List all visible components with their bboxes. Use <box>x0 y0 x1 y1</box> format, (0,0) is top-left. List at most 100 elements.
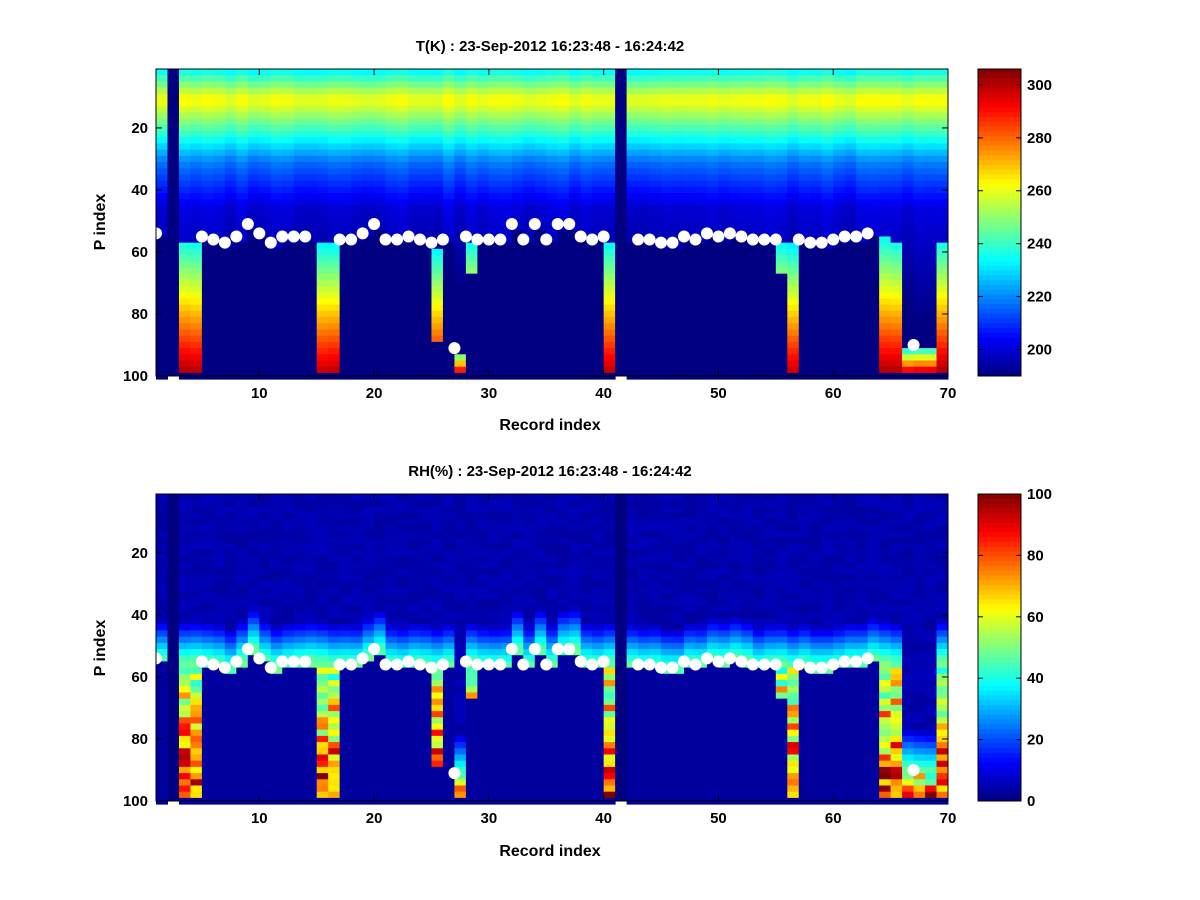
heatmap-cell <box>718 100 731 107</box>
heatmap-cell <box>488 717 501 724</box>
heatmap-cell <box>316 87 329 95</box>
heatmap-cell <box>798 137 811 144</box>
heatmap-cell <box>649 112 662 120</box>
heatmap-cell <box>408 162 421 169</box>
heatmap-cell <box>328 525 341 532</box>
heatmap-cell <box>282 162 295 169</box>
heatmap-cell <box>821 149 834 157</box>
heatmap-cell <box>328 193 341 200</box>
heatmap-cell <box>213 323 226 330</box>
heatmap-cell <box>431 224 444 231</box>
heatmap-cell <box>821 112 834 120</box>
heatmap-cell <box>397 649 410 656</box>
heatmap-cell <box>695 199 708 206</box>
heatmap-cell <box>156 155 168 163</box>
colorbar-segment <box>978 102 1021 108</box>
heatmap-cell <box>890 267 903 275</box>
heatmap-cell <box>718 162 731 169</box>
heatmap-cell <box>213 611 226 619</box>
heatmap-cell <box>224 124 237 132</box>
heatmap-cell <box>236 549 249 557</box>
heatmap-cell <box>821 87 834 95</box>
heatmap-cell <box>247 155 260 163</box>
heatmap-cell <box>213 748 226 755</box>
heatmap-cell <box>431 711 444 718</box>
heatmap-cell <box>833 131 846 138</box>
heatmap-cell <box>511 286 524 293</box>
heatmap-cell <box>385 224 398 231</box>
heatmap-cell <box>224 630 237 638</box>
heatmap-cell <box>190 785 203 793</box>
heatmap-cell <box>500 366 513 374</box>
heatmap-cell <box>729 106 742 113</box>
heatmap-cell <box>282 292 295 299</box>
heatmap-cell <box>523 329 536 337</box>
heatmap-cell <box>178 667 191 675</box>
heatmap-cell <box>282 773 295 780</box>
heatmap-cell <box>649 298 662 306</box>
heatmap-cell <box>397 673 410 681</box>
heatmap-cell <box>569 292 582 299</box>
heatmap-cell <box>752 168 765 175</box>
heatmap-cell <box>397 360 410 368</box>
heatmap-cell <box>351 531 364 538</box>
heatmap-cell <box>500 75 513 82</box>
heatmap-cell <box>684 162 696 169</box>
heatmap-cell <box>293 81 306 89</box>
heatmap-cell <box>224 310 237 318</box>
heatmap-cell <box>201 292 214 299</box>
heatmap-cell <box>213 655 226 662</box>
heatmap-cell <box>741 118 754 126</box>
heatmap-cell <box>523 87 536 95</box>
heatmap-cell <box>856 317 869 324</box>
heatmap-cell <box>465 366 478 374</box>
heatmap-cell <box>695 310 708 318</box>
heatmap-cell <box>603 131 616 138</box>
heatmap-cell <box>282 704 295 712</box>
heatmap-cell <box>282 75 295 82</box>
heatmap-cell <box>810 323 823 330</box>
heatmap-cell <box>305 680 318 687</box>
colorbar-segment <box>978 164 1021 171</box>
heatmap-cell <box>270 317 283 324</box>
heatmap-cell <box>305 186 318 194</box>
heatmap-cell <box>420 673 432 681</box>
heatmap-cell <box>213 310 226 318</box>
heatmap-cell <box>224 255 237 262</box>
heatmap-cell <box>259 580 272 588</box>
heatmap-cell <box>775 304 788 312</box>
heatmap-cell <box>420 543 432 551</box>
heatmap-cell <box>190 230 203 237</box>
heatmap-cell <box>580 81 593 89</box>
heatmap-cell <box>397 698 410 706</box>
heatmap-cell <box>534 298 547 306</box>
heatmap-cell <box>546 186 559 194</box>
heatmap-cell <box>454 137 467 144</box>
heatmap-cell <box>201 580 214 588</box>
heatmap-cell <box>534 193 547 200</box>
heatmap-cell <box>546 267 559 275</box>
heatmap-cell <box>477 773 490 780</box>
heatmap-cell <box>178 686 191 693</box>
heatmap-cell <box>178 162 191 169</box>
heatmap-cell <box>259 686 272 693</box>
heatmap-cell <box>259 335 272 343</box>
heatmap-cell <box>213 366 226 374</box>
heatmap-cell <box>890 205 903 213</box>
heatmap-cell <box>718 69 731 76</box>
heatmap-cell <box>328 255 341 262</box>
heatmap-cell <box>156 580 168 588</box>
heatmap-cell <box>936 317 949 324</box>
heatmap-cell <box>856 186 869 194</box>
heatmap-cell <box>374 543 387 551</box>
heatmap-cell <box>156 211 168 219</box>
heatmap-cell <box>925 180 938 188</box>
heatmap-cell <box>374 512 387 520</box>
heatmap-cell <box>465 75 478 82</box>
heatmap-cell <box>397 162 410 169</box>
heatmap-cell <box>339 605 352 613</box>
heatmap-cell <box>649 242 662 250</box>
heatmap-cell <box>534 112 547 120</box>
heatmap-cell <box>236 341 249 349</box>
heatmap-cell <box>420 304 432 312</box>
